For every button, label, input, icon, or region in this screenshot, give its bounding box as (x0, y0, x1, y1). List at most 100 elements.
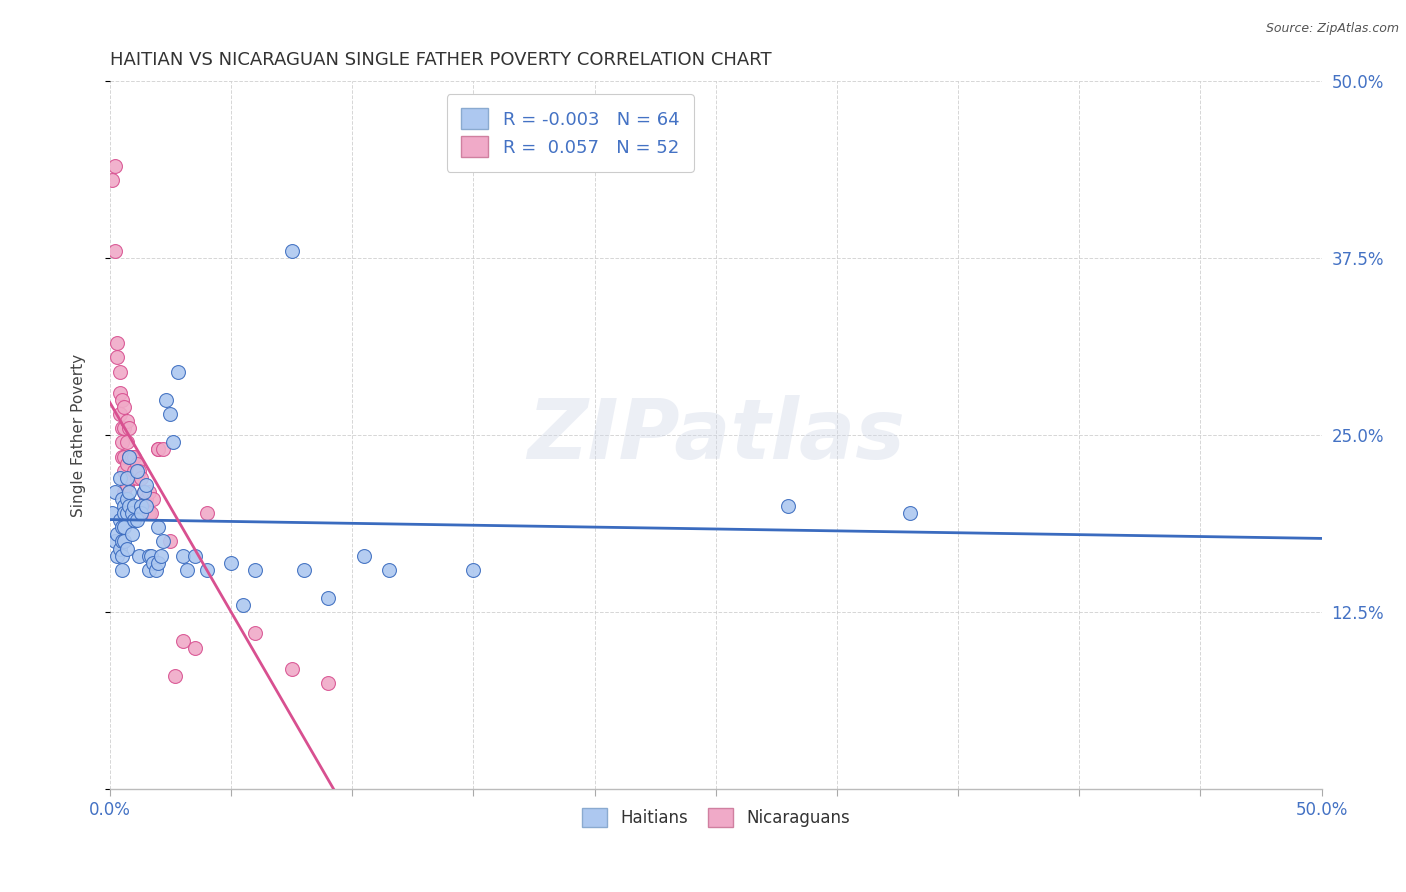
Text: Source: ZipAtlas.com: Source: ZipAtlas.com (1265, 22, 1399, 36)
Point (111, 549, 134, 563)
Point (132, 484, 155, 499)
Point (111, 435, 134, 450)
Point (245, 563, 267, 577)
Point (112, 484, 135, 499)
Point (148, 442, 170, 457)
Point (183, 640, 205, 655)
Point (152, 534, 174, 549)
Point (148, 520, 170, 534)
Point (115, 491, 138, 506)
Text: HAITIAN VS NICARAGUAN SINGLE FATHER POVERTY CORRELATION CHART: HAITIAN VS NICARAGUAN SINGLE FATHER POVE… (110, 51, 772, 69)
Point (115, 541, 138, 556)
Point (195, 506, 218, 520)
Point (122, 450, 145, 464)
Point (115, 457, 138, 471)
Point (121, 471, 143, 485)
Point (166, 365, 188, 379)
Point (121, 506, 143, 520)
Point (125, 457, 148, 471)
Text: ZIPatlas: ZIPatlas (527, 395, 904, 475)
Point (132, 484, 155, 499)
Point (138, 506, 160, 520)
Point (115, 414, 138, 428)
Point (148, 442, 170, 457)
Point (112, 421, 135, 435)
Point (104, 159, 127, 173)
Point (135, 478, 157, 492)
Point (108, 407, 131, 421)
Point (316, 676, 339, 690)
Point (108, 385, 131, 400)
Point (115, 506, 138, 520)
Point (112, 534, 135, 549)
Point (111, 534, 134, 549)
Point (165, 669, 187, 683)
Point (105, 351, 128, 365)
Point (118, 471, 141, 485)
Point (159, 407, 181, 421)
Point (132, 499, 155, 513)
Point (112, 506, 135, 520)
Point (183, 549, 205, 563)
Point (122, 499, 145, 513)
Point (115, 435, 138, 450)
Legend: Haitians, Nicaraguans: Haitians, Nicaraguans (575, 801, 856, 834)
Point (111, 563, 134, 577)
Point (176, 563, 198, 577)
Point (131, 471, 153, 485)
Point (115, 499, 138, 513)
Point (104, 244, 127, 259)
Point (142, 556, 165, 570)
Point (115, 478, 138, 492)
Point (111, 450, 134, 464)
Point (316, 591, 339, 606)
Point (172, 549, 194, 563)
Point (118, 450, 141, 464)
Point (148, 556, 170, 570)
Point (155, 392, 177, 407)
Point (219, 556, 242, 570)
Point (145, 563, 167, 577)
Point (122, 513, 145, 527)
Point (108, 513, 131, 527)
Point (115, 471, 138, 485)
Point (138, 484, 160, 499)
Point (105, 527, 128, 541)
Point (195, 563, 218, 577)
Y-axis label: Single Father Poverty: Single Father Poverty (72, 354, 86, 516)
Point (101, 173, 124, 187)
Point (105, 549, 128, 563)
Point (112, 450, 135, 464)
Point (149, 549, 172, 563)
Point (152, 442, 174, 457)
Point (104, 484, 127, 499)
Point (898, 506, 921, 520)
Point (122, 464, 145, 478)
Point (159, 534, 181, 549)
Point (104, 534, 127, 549)
Point (111, 491, 134, 506)
Point (128, 464, 150, 478)
Point (131, 506, 153, 520)
Point (128, 549, 150, 563)
Point (353, 549, 375, 563)
Point (118, 421, 141, 435)
Point (121, 450, 143, 464)
Point (112, 520, 135, 534)
Point (112, 464, 135, 478)
Point (111, 520, 134, 534)
Point (280, 244, 302, 259)
Point (101, 506, 124, 520)
Point (245, 626, 267, 640)
Point (172, 633, 194, 648)
Point (138, 549, 160, 563)
Point (232, 598, 254, 612)
Point (118, 484, 141, 499)
Point (142, 491, 165, 506)
Point (131, 499, 153, 513)
Point (118, 499, 141, 513)
Point (121, 527, 143, 541)
Point (280, 662, 302, 676)
Point (135, 499, 157, 513)
Point (135, 491, 157, 506)
